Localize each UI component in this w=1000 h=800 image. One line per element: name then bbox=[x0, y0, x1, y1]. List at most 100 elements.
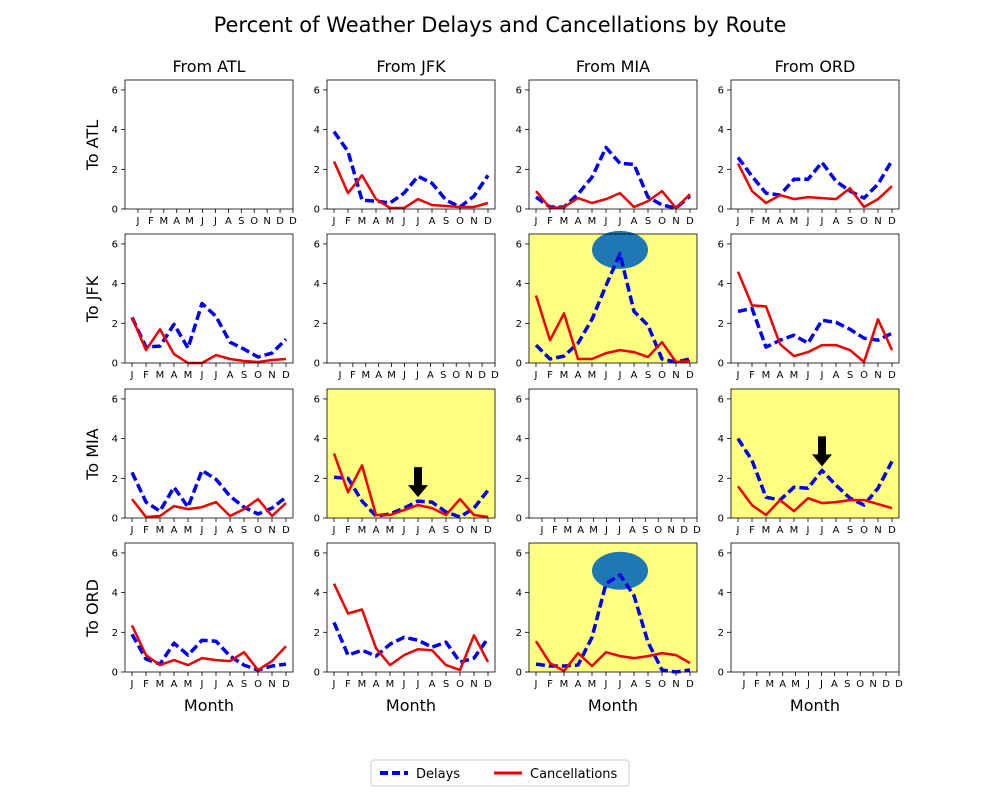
x-tick-label: D bbox=[276, 216, 284, 227]
x-tick-label: O bbox=[658, 370, 666, 381]
y-tick-label: 4 bbox=[112, 125, 118, 136]
series-line-delays bbox=[130, 301, 288, 359]
x-tick-label: A bbox=[429, 679, 436, 690]
x-tick-label: N bbox=[672, 679, 679, 690]
panel-background bbox=[327, 389, 495, 518]
x-tick-label: S bbox=[847, 525, 853, 536]
y-tick-label: 0 bbox=[314, 359, 320, 370]
x-tick-label: J bbox=[402, 679, 406, 690]
x-tick-label: F bbox=[350, 370, 356, 381]
x-tick-label: J bbox=[820, 525, 824, 536]
series-line-delays bbox=[332, 130, 490, 209]
y-tick-label: 0 bbox=[314, 514, 320, 525]
x-tick-label: F bbox=[749, 216, 755, 227]
x-tick-label: J bbox=[337, 370, 341, 381]
series-line-delays bbox=[130, 468, 288, 516]
panel-background bbox=[529, 80, 697, 209]
x-tick-label: J bbox=[402, 370, 406, 381]
panel-background bbox=[125, 543, 293, 672]
column-header-mia: From MIA bbox=[576, 57, 650, 76]
x-tick-label: A bbox=[171, 679, 178, 690]
x-tick-label: M bbox=[560, 679, 569, 690]
x-tick-label: J bbox=[618, 370, 622, 381]
panel-frame bbox=[730, 388, 900, 519]
x-tick-label: J bbox=[534, 370, 538, 381]
panel-frame bbox=[528, 79, 698, 210]
x-tick-label: J bbox=[416, 679, 420, 690]
x-tick-label: S bbox=[443, 216, 449, 227]
x-tick-label: N bbox=[667, 525, 674, 536]
x-tick-label: N bbox=[470, 679, 477, 690]
x-tick-label: O bbox=[456, 525, 464, 536]
x-tick-label: A bbox=[375, 370, 382, 381]
x-tick-label: J bbox=[332, 525, 336, 536]
x-tick-label: S bbox=[440, 370, 446, 381]
y-tick-label: 4 bbox=[112, 588, 118, 599]
x-tick-label: N bbox=[268, 525, 275, 536]
y-tick-label: 4 bbox=[718, 588, 724, 599]
x-tick-label: J bbox=[617, 525, 621, 536]
arrow-marker-head bbox=[408, 485, 428, 498]
x-tick-label: A bbox=[631, 679, 638, 690]
x-tick-label: O bbox=[456, 679, 464, 690]
y-tick-label: 4 bbox=[516, 125, 522, 136]
arrow-marker-shaft bbox=[818, 436, 826, 457]
x-tick-label: J bbox=[806, 370, 810, 381]
y-tick-label: 6 bbox=[314, 239, 320, 250]
x-tick-label: F bbox=[547, 679, 553, 690]
y-tick-label: 4 bbox=[314, 125, 320, 136]
y-tick-label: 6 bbox=[314, 85, 320, 96]
x-tick-label: M bbox=[560, 216, 569, 227]
x-tick-label: J bbox=[415, 370, 419, 381]
x-tick-label: J bbox=[604, 216, 608, 227]
y-tick-label: 4 bbox=[516, 434, 522, 445]
panel-background bbox=[731, 543, 899, 672]
y-tick-label: 2 bbox=[718, 165, 724, 176]
y-tick-label: 0 bbox=[516, 205, 522, 216]
x-tick-label: M bbox=[386, 679, 395, 690]
y-tick-label: 0 bbox=[314, 205, 320, 216]
x-tick-label: J bbox=[416, 216, 420, 227]
x-tick-label: D bbox=[882, 679, 890, 690]
x-tick-label: N bbox=[672, 370, 679, 381]
x-tick-label: M bbox=[184, 525, 193, 536]
y-tick-label: 2 bbox=[112, 319, 118, 330]
highlight-circle-marker bbox=[592, 230, 648, 269]
x-tick-label: N bbox=[874, 370, 881, 381]
series-line-delays bbox=[736, 437, 894, 507]
x-tick-label: M bbox=[358, 679, 367, 690]
highlight-circle-marker bbox=[592, 551, 648, 590]
x-tick-label: D bbox=[282, 679, 290, 690]
x-tick-label: F bbox=[143, 525, 149, 536]
x-tick-label: F bbox=[345, 525, 351, 536]
x-tick-label: N bbox=[869, 679, 876, 690]
y-tick-label: 0 bbox=[718, 514, 724, 525]
y-tick-label: 4 bbox=[718, 434, 724, 445]
x-tick-label: M bbox=[156, 525, 165, 536]
x-tick-label: A bbox=[429, 525, 436, 536]
x-tick-label: J bbox=[741, 679, 745, 690]
y-tick-label: 2 bbox=[112, 628, 118, 639]
y-tick-label: 0 bbox=[314, 668, 320, 679]
x-tick-label: M bbox=[790, 216, 799, 227]
y-tick-label: 2 bbox=[314, 628, 320, 639]
x-tick-label: O bbox=[860, 525, 868, 536]
y-tick-label: 4 bbox=[718, 279, 724, 290]
series-line-delays bbox=[736, 156, 894, 200]
x-tick-label: S bbox=[443, 679, 449, 690]
x-tick-label: M bbox=[588, 679, 597, 690]
y-tick-label: 2 bbox=[516, 474, 522, 485]
panel-background bbox=[125, 389, 293, 518]
panel-frame bbox=[326, 388, 496, 519]
x-tick-label: O bbox=[254, 370, 262, 381]
x-tick-label: A bbox=[373, 525, 380, 536]
x-tick-label: M bbox=[563, 525, 572, 536]
panel-background bbox=[731, 389, 899, 518]
x-tick-label: S bbox=[645, 679, 651, 690]
x-tick-label: A bbox=[429, 216, 436, 227]
x-tick-label: O bbox=[658, 216, 666, 227]
x-tick-label: D bbox=[491, 370, 499, 381]
